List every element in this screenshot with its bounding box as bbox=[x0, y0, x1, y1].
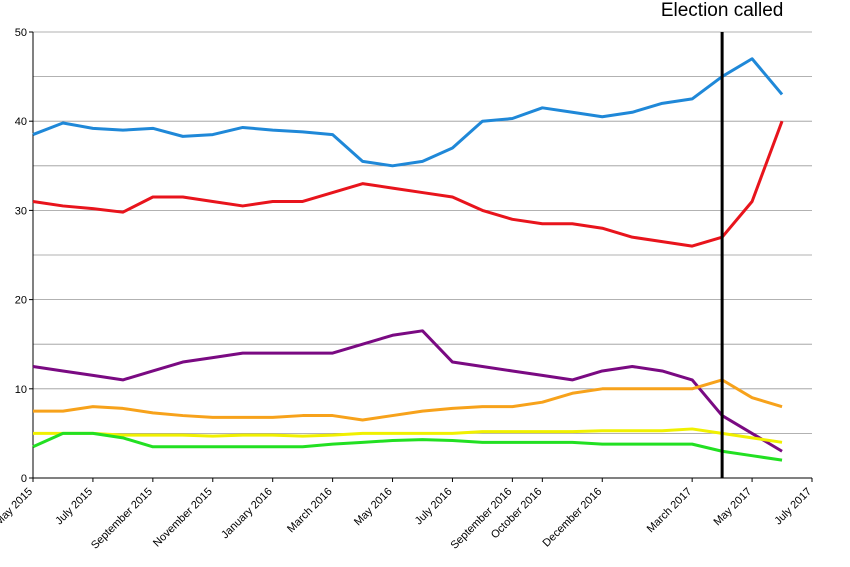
x-tick-label: December 2016 bbox=[541, 486, 605, 550]
annotation: Election called bbox=[661, 0, 784, 21]
x-tick-label: May 2017 bbox=[712, 486, 755, 529]
x-tick-label: March 2017 bbox=[645, 486, 695, 536]
x-tick-label: July 2017 bbox=[772, 486, 814, 528]
x-tick-label: May 2015 bbox=[0, 486, 35, 529]
x-tick-label: November 2015 bbox=[151, 486, 215, 550]
series-line bbox=[32, 329, 783, 453]
series-line bbox=[33, 378, 783, 422]
y-tick-label: 10 bbox=[15, 384, 27, 396]
y-tick-label: 40 bbox=[15, 116, 27, 128]
series-line bbox=[33, 427, 783, 444]
x-tick-label: July 2015 bbox=[53, 486, 95, 528]
x-tick-label: September 2015 bbox=[89, 486, 155, 552]
series-line bbox=[32, 57, 784, 168]
x-tick-label: July 2016 bbox=[413, 486, 455, 528]
y-tick-label: 50 bbox=[15, 27, 27, 39]
series-line bbox=[32, 431, 783, 462]
x-tick-label: January 2016 bbox=[219, 486, 275, 542]
series-line bbox=[32, 120, 784, 248]
x-tick-label: March 2016 bbox=[285, 486, 335, 536]
y-tick-label: 20 bbox=[15, 295, 27, 307]
y-tick-label: 0 bbox=[21, 473, 27, 485]
y-tick-label: 30 bbox=[15, 205, 27, 217]
x-tick-label: May 2016 bbox=[352, 486, 395, 529]
